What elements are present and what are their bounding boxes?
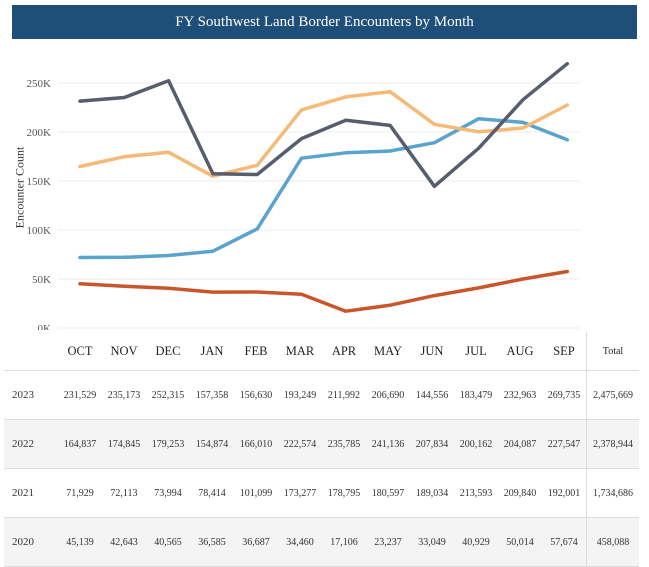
month-header: MAR	[285, 343, 315, 358]
table-cell: 241,136	[366, 419, 410, 469]
table-cell: 71,929	[58, 468, 102, 518]
table-cell: 222,574	[278, 419, 322, 469]
chart-title-bar: FY Southwest Land Border Encounters by M…	[12, 5, 637, 39]
series-lines	[78, 61, 570, 313]
table-cell: 179,253	[146, 419, 190, 469]
row-total: 458,088	[586, 517, 639, 567]
y-tick-label: 250K	[27, 78, 52, 90]
y-tick-label: 50K	[32, 274, 51, 286]
table-body: 2023 231,529 235,173 252,315 157,358 156,630 1…	[4, 370, 639, 567]
row-year: 2021	[4, 468, 58, 518]
month-header: NOV	[110, 343, 138, 358]
table-cell: 36,585	[190, 517, 234, 567]
table-cell: 166,010	[234, 419, 278, 469]
table-cell: 34,460	[278, 517, 322, 567]
month-header: SEP	[553, 343, 575, 358]
table-cell: 180,597	[366, 468, 410, 518]
row-year: 2022	[4, 419, 58, 469]
data-table: OCT NOV DEC JAN FEB MAR APR MAY JUN JUL AUG SEP Tota…	[4, 332, 639, 567]
table-cell: 144,556	[410, 370, 454, 420]
table-cell: 40,929	[454, 517, 498, 567]
y-tick-label: 200K	[27, 127, 52, 139]
month-header: APR	[331, 343, 357, 358]
table-cell: 269,735	[542, 370, 587, 420]
table-cell: 231,529	[58, 370, 102, 420]
series-line-2020	[78, 269, 570, 313]
table-cell: 213,593	[454, 468, 498, 518]
row-year: 2023	[4, 370, 58, 420]
table-cell: 17,106	[322, 517, 366, 567]
table-cell: 206,690	[366, 370, 410, 420]
table-cell: 252,315	[146, 370, 190, 420]
table-cell: 40,565	[146, 517, 190, 567]
table-row: 2021 71,929 72,113 73,994 78,414 101,099 173,2…	[4, 468, 639, 518]
header-blank	[4, 332, 58, 371]
table-cell: 173,277	[278, 468, 322, 518]
table-cell: 235,785	[322, 419, 366, 469]
table-cell: 235,173	[102, 370, 146, 420]
table-cell: 174,845	[102, 419, 146, 469]
table-header-row: OCT NOV DEC JAN FEB MAR APR MAY JUN JUL AUG SEP Tota…	[4, 332, 639, 371]
table-cell: 156,630	[234, 370, 278, 420]
table-cell: 57,674	[542, 517, 587, 567]
line-chart: 0K 50K 100K 150K 200K 250K	[27, 61, 580, 330]
table-cell: 72,113	[102, 468, 146, 518]
table-cell: 232,963	[498, 370, 542, 420]
series-line-2022	[78, 89, 570, 178]
table-cell: 192,001	[542, 468, 587, 518]
row-total: 1,734,686	[586, 468, 639, 518]
table-cell: 23,237	[366, 517, 410, 567]
month-header: OCT	[67, 343, 93, 358]
table-row: 2020 45,139 42,643 40,565 36,585 36,687 34,460…	[4, 517, 639, 567]
table-cell: 178,795	[322, 468, 366, 518]
table-cell: 200,162	[454, 419, 498, 469]
table-row: 2022 164,837 174,845 179,253 154,874 166,010 2…	[4, 419, 639, 469]
table-cell: 157,358	[190, 370, 234, 420]
table-cell: 164,837	[58, 419, 102, 469]
month-header: JAN	[200, 343, 224, 358]
table-cell: 183,479	[454, 370, 498, 420]
total-header: Total	[586, 332, 639, 371]
table-cell: 33,049	[410, 517, 454, 567]
table-cell: 42,643	[102, 517, 146, 567]
table-cell: 45,139	[58, 517, 102, 567]
table-cell: 73,994	[146, 468, 190, 518]
y-tick-label: 150K	[27, 176, 52, 188]
table-cell: 154,874	[190, 419, 234, 469]
month-header: DEC	[155, 343, 181, 358]
table-cell: 101,099	[234, 468, 278, 518]
row-year: 2020	[4, 517, 58, 567]
y-axis-ticks: 0K 50K 100K 150K 200K 250K	[27, 78, 52, 330]
table-cell: 209,840	[498, 468, 542, 518]
chart-title: FY Southwest Land Border Encounters by M…	[175, 13, 474, 30]
month-header: FEB	[244, 343, 268, 358]
table-cell: 78,414	[190, 468, 234, 518]
month-header: MAY	[373, 343, 403, 358]
table-cell: 193,249	[278, 370, 322, 420]
y-tick-label: 0K	[38, 323, 52, 330]
series-line-2021	[78, 116, 570, 260]
series-line-2023	[78, 61, 570, 189]
row-total: 2,378,944	[586, 419, 639, 469]
table-cell: 207,834	[410, 419, 454, 469]
month-header: AUG	[506, 343, 534, 358]
month-header: JUL	[465, 343, 487, 358]
table-row: 2023 231,529 235,173 252,315 157,358 156,630 1…	[4, 370, 639, 420]
table-cell: 189,034	[410, 468, 454, 518]
y-tick-label: 100K	[27, 225, 52, 237]
table-cell: 36,687	[234, 517, 278, 567]
month-header: JUN	[420, 343, 444, 358]
table-cell: 211,992	[322, 370, 366, 420]
row-total: 2,475,669	[586, 370, 639, 420]
table-cell: 227,547	[542, 419, 587, 469]
table-cell: 50,014	[498, 517, 542, 567]
table-cell: 204,087	[498, 419, 542, 469]
